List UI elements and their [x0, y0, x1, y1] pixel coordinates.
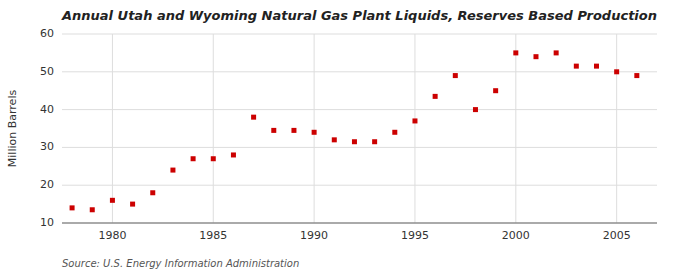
source-annotation: Source: U.S. Energy Information Administ… — [62, 258, 299, 269]
point — [554, 50, 559, 55]
title: Annual Utah and Wyoming Natural Gas Plan… — [61, 8, 657, 23]
x-tick-label: 2005 — [603, 229, 631, 242]
y-grid-line — [62, 71, 657, 72]
x-tick-label: 1985 — [199, 229, 227, 242]
point — [614, 69, 619, 74]
point — [312, 130, 317, 135]
x-grid-line — [616, 34, 617, 223]
x-grid-line — [414, 34, 415, 223]
x-tick-label: 1980 — [98, 229, 126, 242]
point — [130, 202, 135, 207]
point — [473, 107, 478, 112]
y-axis-label: Million Barrels — [6, 90, 19, 168]
x-tick-label: 1990 — [300, 229, 328, 242]
point — [191, 156, 196, 161]
y-tick-label: 30 — [40, 140, 54, 153]
y-grid-line — [62, 34, 657, 35]
chart: 10 20 30 40 50 60 1980 1985 1990 1995 2000 2005 Mill… — [0, 0, 675, 275]
chart-container: 10 20 30 40 50 60 1980 1985 1990 1995 2000 2005 Mill… — [0, 0, 675, 275]
point — [110, 198, 115, 203]
point — [372, 139, 377, 144]
x-grid-line — [213, 34, 214, 223]
y-tick-label: 10 — [40, 216, 54, 229]
y-tick-label: 20 — [40, 178, 54, 191]
point — [332, 137, 337, 142]
point — [594, 64, 599, 69]
point — [211, 156, 216, 161]
point — [513, 50, 518, 55]
x-axis-line — [62, 223, 657, 224]
x-grid-line — [515, 34, 516, 223]
point — [291, 128, 296, 133]
points — [70, 50, 640, 212]
point — [634, 73, 639, 78]
point — [412, 118, 417, 123]
point — [433, 94, 438, 99]
y-grid-line — [62, 185, 657, 186]
point — [533, 54, 538, 59]
y-grid-line — [62, 223, 657, 224]
point — [271, 128, 276, 133]
x-tick-label: 2000 — [502, 229, 530, 242]
point — [251, 115, 256, 120]
x-tick-label: 1995 — [401, 229, 429, 242]
point — [231, 152, 236, 157]
y-tick-label: 60 — [40, 27, 54, 40]
y-tick-label: 50 — [40, 65, 54, 78]
point — [392, 130, 397, 135]
point — [574, 64, 579, 69]
point — [493, 88, 498, 93]
grid — [62, 34, 657, 223]
point — [90, 207, 95, 212]
point — [352, 139, 357, 144]
y-tick-label: 40 — [40, 103, 54, 116]
x-grid-line — [112, 34, 113, 223]
point — [150, 190, 155, 195]
point — [453, 73, 458, 78]
x-grid-line — [314, 34, 315, 223]
y-grid-line — [62, 147, 657, 148]
point — [70, 205, 75, 210]
y-grid-line — [62, 109, 657, 110]
point — [170, 168, 175, 173]
